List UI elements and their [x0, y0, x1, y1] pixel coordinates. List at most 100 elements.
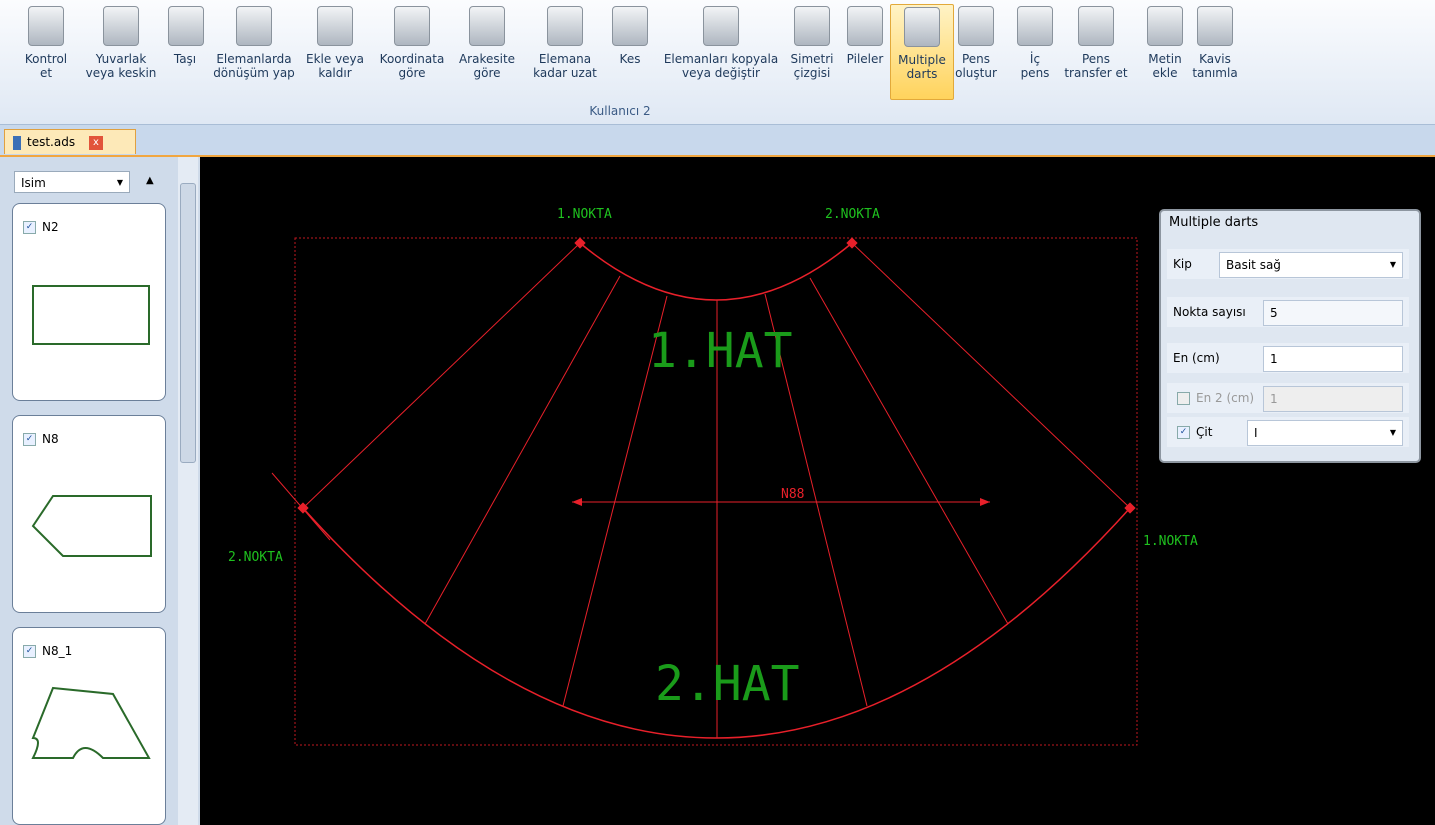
ribbon-button[interactable]: Ekle veya kaldır: [306, 4, 364, 98]
button-icon: [236, 6, 272, 46]
tab[interactable]: test.ads x: [4, 129, 136, 154]
ribbon-button[interactable]: Kavis tanımla: [1190, 4, 1240, 98]
ribbon-button[interactable]: Yuvarlak veya keskin: [76, 4, 166, 98]
piece-name: N8: [42, 432, 59, 446]
ribbon-button[interactable]: Kontrol et: [18, 4, 74, 98]
line-label: 2.HAT: [655, 656, 800, 712]
button-label: tanımla: [1192, 66, 1238, 80]
button-label: kaldır: [318, 66, 352, 80]
button-icon: [847, 6, 883, 46]
point-label: 2.NOKTA: [825, 207, 880, 222]
piece-outline: [32, 285, 150, 345]
piece-header: ✓ N8: [13, 432, 165, 446]
label: Kip: [1173, 257, 1192, 271]
ribbon-button[interactable]: Multiple darts: [890, 4, 954, 100]
piece-card[interactable]: ✓ N2: [12, 203, 166, 401]
button-label: Koordinata: [379, 52, 445, 66]
line: [764, 293, 868, 707]
point-label: 1.NOKTA: [1143, 534, 1198, 549]
button-icon: [1017, 6, 1053, 46]
point: [297, 502, 309, 514]
button-label: İç: [1029, 52, 1041, 66]
labels: 1.NOKTA 2.NOKTA 2.NOKTA 1.NOKTA 1.HAT 2.…: [228, 207, 1198, 712]
piece-preview: [32, 285, 150, 345]
bounding-box: [294, 237, 1138, 746]
button-icon: [317, 6, 353, 46]
width-input[interactable]: 1: [1263, 346, 1403, 372]
ribbon-button[interactable]: Metin ekle: [1145, 4, 1185, 98]
ribbon-button[interactable]: Elemana kadar uzat: [528, 4, 602, 98]
tab-close[interactable]: x: [88, 135, 103, 150]
ribbon: Kontrol et Yuvarlak veya keskin Taşı Elemanla…: [0, 0, 1435, 125]
group-label: Kullanıcı 2: [589, 104, 651, 118]
piece-card[interactable]: ✓ N8: [12, 415, 166, 613]
piece-card[interactable]: ✓ N8_1: [12, 627, 166, 825]
button-label: Pileler: [846, 52, 884, 66]
ribbon-button[interactable]: Kes: [612, 4, 648, 98]
label: Nokta sayısı: [1173, 305, 1246, 319]
width-row: En (cm) 1: [1167, 343, 1409, 373]
button-label: kadar uzat: [533, 66, 597, 80]
button-icon: [1078, 6, 1114, 46]
piece-header: ✓ N2: [13, 220, 165, 234]
piece-preview: [31, 495, 152, 557]
checkbox[interactable]: ✓: [23, 645, 36, 658]
width2-input[interactable]: 1: [1263, 386, 1403, 412]
ribbon-button[interactable]: Arakesite göre: [456, 4, 518, 98]
button-label: Elemana: [538, 52, 592, 66]
button-label: göre: [398, 66, 426, 80]
ribbon-button[interactable]: Pileler: [842, 4, 888, 98]
label: En 2 (cm): [1173, 383, 1254, 413]
checkbox[interactable]: ✓: [1177, 426, 1190, 439]
label: En (cm): [1173, 351, 1220, 365]
button-icon: [703, 6, 739, 46]
button-label: Multiple: [898, 53, 946, 67]
ribbon-button[interactable]: Simetri çizgisi: [786, 4, 838, 98]
ribbon-button[interactable]: İç pens: [1016, 4, 1054, 98]
checkbox[interactable]: [1177, 392, 1190, 405]
line: [562, 295, 668, 707]
canvas: 1.NOKTA 2.NOKTA 2.NOKTA 1.NOKTA 1.HAT 2.…: [228, 207, 1198, 746]
label-text: Çit: [1196, 425, 1213, 439]
top-arc: [579, 242, 853, 301]
point-label: 1.NOKTA: [557, 207, 612, 222]
piece-outline: [31, 686, 151, 759]
button-label: oluştur: [955, 66, 997, 80]
ribbon-button[interactable]: Elemanlarda dönüşüm yap: [206, 4, 302, 98]
button-label: Yuvarlak: [95, 52, 147, 66]
cit-row: ✓ Çit I ▼: [1167, 417, 1409, 447]
line: [302, 242, 581, 509]
checkbox[interactable]: ✓: [23, 433, 36, 446]
points: [297, 237, 1136, 514]
piece-name: N8_1: [42, 644, 73, 658]
kip-select[interactable]: Basit sağ ▼: [1219, 252, 1403, 278]
cit-select[interactable]: I ▼: [1247, 420, 1403, 446]
button-label: Ekle veya: [306, 52, 365, 66]
ribbon-button[interactable]: Pens transfer et: [1060, 4, 1132, 98]
button-label: Pens: [961, 52, 991, 66]
button-label: Simetri: [790, 52, 834, 66]
button-icon: [612, 6, 648, 46]
button-label: Elemanlarda: [216, 52, 292, 66]
button-icon: [168, 6, 204, 46]
ribbon-button[interactable]: Elemanları kopyala veya değiştir: [654, 4, 788, 98]
label: ✓ Çit: [1173, 417, 1212, 447]
scrollbar: [178, 157, 198, 825]
button-icon: [958, 6, 994, 46]
button-icon: [103, 6, 139, 46]
button-label: Pens: [1081, 52, 1111, 66]
label-text: En 2 (cm): [1196, 391, 1255, 405]
scroll-thumb[interactable]: [180, 183, 196, 463]
point-label: 2.NOKTA: [228, 550, 283, 565]
piece-outline: [31, 495, 152, 557]
count-input[interactable]: 5: [1263, 300, 1403, 326]
ribbon-button[interactable]: Koordinata göre: [372, 4, 452, 98]
sort-select[interactable]: Isim ▼: [14, 171, 130, 193]
button-label: Elemanları kopyala: [663, 52, 779, 66]
ribbon-button[interactable]: Taşı: [168, 4, 204, 98]
checkbox[interactable]: ✓: [23, 221, 36, 234]
scroll-up[interactable]: ▲: [146, 175, 154, 186]
ribbon-button[interactable]: Pens oluştur: [950, 4, 1002, 98]
button-icon: [1147, 6, 1183, 46]
line: [424, 275, 621, 625]
